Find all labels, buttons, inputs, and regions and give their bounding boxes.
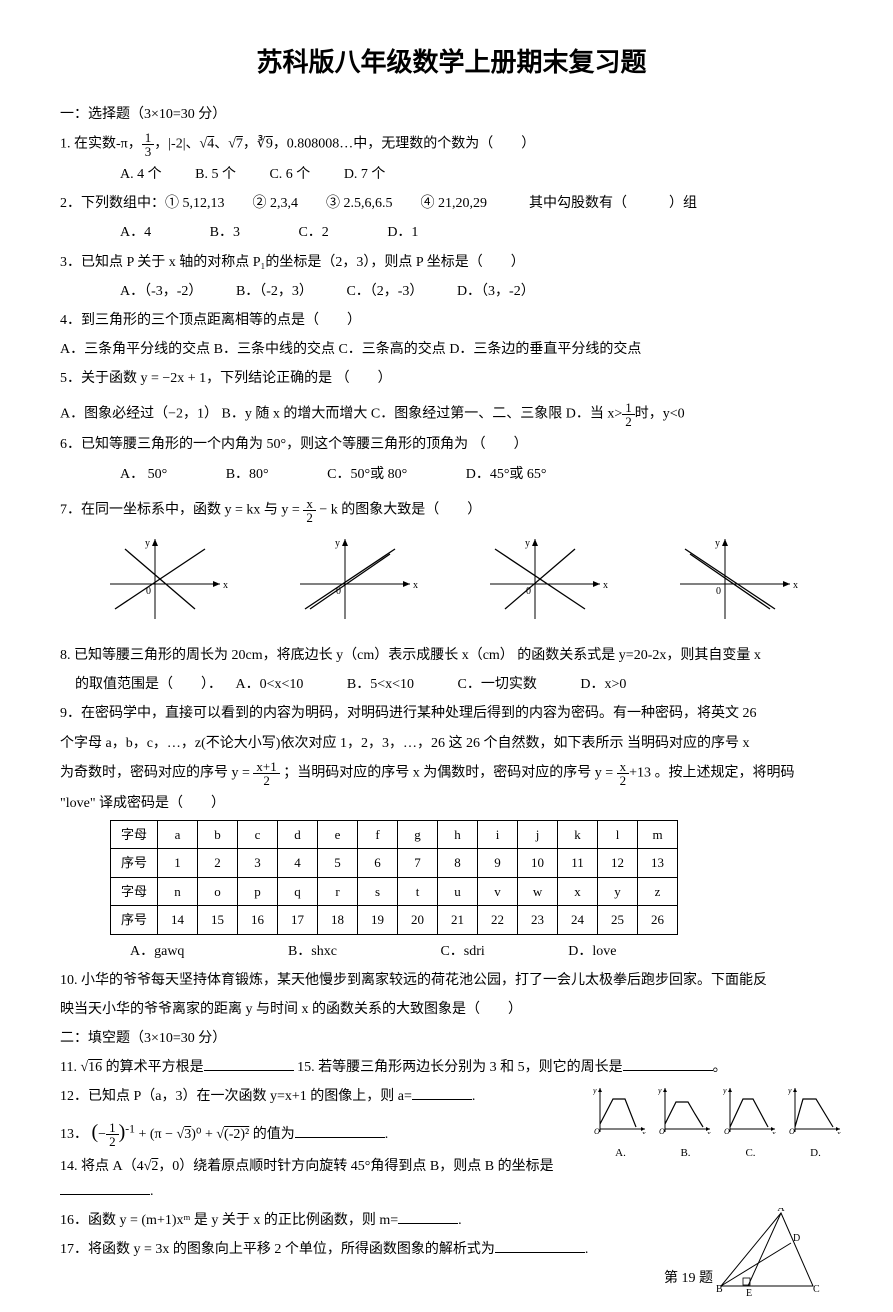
q8-line2-options: 的取值范围是（ ）． A．0<x<10 B．5<x<10 C．一切实数 D．x>…: [60, 672, 843, 697]
figure-caption-q19: 第 19 题: [60, 1266, 783, 1291]
q4-options: A．三条角平分线的交点 B．三条中线的交点 C．三条高的交点 D．三条边的垂直平…: [60, 337, 843, 362]
q9-options: A．gawq B．shxc C．sdri D．love: [130, 939, 843, 964]
q2: 2．下列数组中：① 5,12,13 ② 2,3,4 ③ 2.5,6,6.5 ④ …: [60, 191, 843, 216]
q9-oD: D．love: [568, 939, 616, 964]
q5-oD: D．当 x>: [566, 407, 623, 422]
svg-text:C: C: [813, 1284, 820, 1295]
svg-text:y: y: [715, 538, 720, 549]
q10-l1: 10. 小华的爷爷每天坚持体育锻炼，某天他慢步到离家较远的荷花池公园，打了一会儿…: [60, 968, 843, 993]
svg-text:B: B: [716, 1284, 723, 1295]
q6: 6．已知等腰三角形的一个内角为 50°，则这个等腰三角形的顶角为 （ ）: [60, 432, 843, 457]
q1-options: A. 4 个 B. 5 个 C. 6 个 D. 7 个: [120, 162, 843, 187]
q8-oC: C．一切实数: [458, 677, 537, 692]
q2-oA: A．4: [120, 220, 151, 245]
q5-oC: C．图象经过第一、二、三象限: [371, 407, 562, 422]
q6-oB: B．80°: [226, 462, 269, 487]
q8-oB: B．5<x<10: [347, 677, 414, 692]
q3-oC: C．（2，-3）: [346, 279, 423, 304]
svg-text:O: O: [789, 1127, 795, 1134]
q19-triangle-figure: A B C D E: [713, 1208, 823, 1298]
svg-text:x: x: [413, 580, 418, 591]
q8: 8. 已知等腰三角形的周长为 20cm，将底边长 y（cm）表示成腰长 x（cm…: [60, 643, 843, 668]
svg-text:y: y: [658, 1086, 662, 1095]
q2-oC: C．2: [298, 220, 328, 245]
q9-oC: C．sdri: [440, 939, 484, 964]
blank-q17[interactable]: [495, 1239, 585, 1253]
svg-text:x: x: [641, 1129, 646, 1134]
svg-text:0: 0: [716, 586, 721, 597]
q3-oA: A．（-3，-2）: [120, 279, 202, 304]
svg-text:A: A: [777, 1208, 785, 1214]
q2-oD: D．1: [387, 220, 418, 245]
svg-text:x: x: [836, 1129, 841, 1134]
q4-oA: A．三条角平分线的交点: [60, 342, 210, 357]
svg-text:y: y: [788, 1086, 792, 1095]
q9-l1: 9．在密码学中，直接可以看到的内容为明码，对明码进行某种处理后得到的内容为密码。…: [60, 701, 843, 726]
svg-text:x: x: [223, 580, 228, 591]
svg-text:y: y: [723, 1086, 727, 1095]
svg-text:O: O: [724, 1127, 730, 1134]
q10-l2: 映当天小华的爷爷离家的距离 y 与时间 x 的函数关系的大致图象是（ ）: [60, 997, 843, 1022]
q11-q15: 11. √16 的算术平方根是 15. 若等腰三角形两边长分别为 3 和 5，则…: [60, 1055, 843, 1080]
svg-text:y: y: [593, 1086, 597, 1095]
q1-oD: D. 7 个: [344, 162, 386, 187]
q9-l3: 为奇数时，密码对应的序号 y = x+12 ；当明码对应的序号 x 为偶数时，密…: [60, 760, 843, 787]
q5-options: A．图象必经过（−2，1） B．y 随 x 的增大而增大 C．图象经过第一、二、…: [60, 401, 843, 428]
section2-header: 二：填空题（3×10=30 分）: [60, 1026, 843, 1051]
q1-oC: C. 6 个: [269, 162, 310, 187]
q4: 4．到三角形的三个顶点距离相等的点是（ ）: [60, 308, 843, 333]
svg-text:O: O: [594, 1127, 600, 1134]
svg-text:E: E: [746, 1288, 752, 1298]
q8-oA: A．0<x<10: [236, 677, 304, 692]
svg-text:x: x: [706, 1129, 711, 1134]
q8-oD: D．x>0: [580, 677, 626, 692]
blank-q15[interactable]: [623, 1057, 713, 1071]
blank-q12[interactable]: [412, 1086, 472, 1100]
q4-oD: D．三条边的垂直平分线的交点: [449, 342, 641, 357]
section1-header: 一：选择题（3×10=30 分）: [60, 102, 843, 127]
q3-oB: B．（-2，3）: [236, 279, 313, 304]
q1: 1. 在实数-π，13，|-2|、√4、√7，∛9，0.808008…中，无理数…: [60, 131, 843, 158]
blank-q14[interactable]: [60, 1181, 150, 1195]
q9-l2: 个字母 a，b，c，…，z(不论大小写)依次对应 1，2，3，…，26 这 26…: [60, 731, 843, 756]
q6-options: A． 50° B．80° C．50°或 80° D．45°或 65°: [120, 462, 843, 487]
q10-mini-graphs: y x O A. y x O B. y x O C. y x O D.: [593, 1084, 843, 1163]
svg-text:y: y: [145, 538, 150, 549]
q12: 12．已知点 P（a，3）在一次函数 y=x+1 的图像上，则 a=. y x …: [60, 1084, 843, 1109]
q9-table: 字母abcdefghijklm序号12345678910111213字母nopq…: [110, 820, 678, 935]
q4-oC: C．三条高的交点: [338, 342, 445, 357]
blank-q11[interactable]: [204, 1057, 294, 1071]
svg-text:x: x: [771, 1129, 776, 1134]
svg-text:x: x: [793, 580, 798, 591]
q1-oA: A. 4 个: [120, 162, 162, 187]
svg-text:y: y: [335, 538, 340, 549]
q9-oB: B．shxc: [288, 939, 337, 964]
q2-options: A．4 B．3 C．2 D．1: [120, 220, 843, 245]
q7-charts: x y 0 x y 0 x y 0 x y 0: [100, 534, 843, 633]
q4-oB: B．三条中线的交点: [214, 342, 335, 357]
q3-options: A．（-3，-2） B．（-2，3） C．（2，-3） D．（3，-2）: [120, 279, 843, 304]
q3: 3．已知点 P 关于 x 轴的对称点 P₁的坐标是（2，3），则点 P 坐标是（…: [60, 250, 843, 275]
svg-text:y: y: [525, 538, 530, 549]
q6-oA: A． 50°: [120, 462, 167, 487]
svg-text:O: O: [659, 1127, 665, 1134]
q1-oB: B. 5 个: [195, 162, 236, 187]
q5-oA: A．图象必经过（−2，1）: [60, 407, 218, 422]
q3-oD: D．（3，-2）: [457, 279, 535, 304]
q5: 5．关于函数 y = −2x + 1，下列结论正确的是 （ ）: [60, 366, 843, 391]
q9-l4: "love" 译成密码是（ ）: [60, 791, 843, 816]
page-title: 苏科版八年级数学上册期末复习题: [60, 40, 843, 87]
q6-oD: D．45°或 65°: [466, 462, 547, 487]
svg-text:x: x: [603, 580, 608, 591]
q5-oB: B．y 随 x 的增大而增大: [222, 407, 368, 422]
q6-oC: C．50°或 80°: [327, 462, 407, 487]
q9-oA: A．gawq: [130, 939, 184, 964]
q7: 7．在同一坐标系中，函数 y = kx 与 y = x2 − k 的图象大致是（…: [60, 497, 843, 524]
q2-oB: B．3: [210, 220, 240, 245]
svg-text:D: D: [793, 1233, 800, 1244]
blank-q13[interactable]: [295, 1124, 385, 1138]
blank-q16[interactable]: [398, 1210, 458, 1224]
